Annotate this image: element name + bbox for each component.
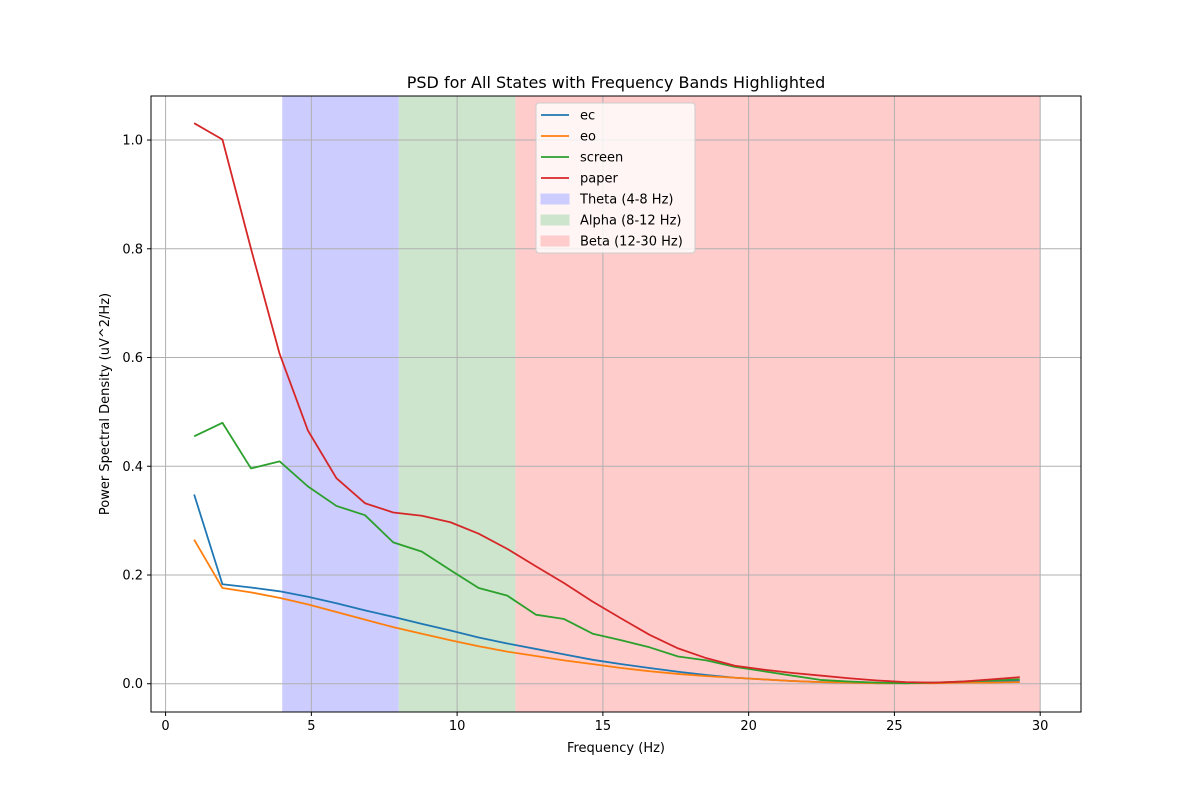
y-tick-label-0: 0.0 xyxy=(122,677,143,692)
plot-frame xyxy=(150,95,1082,713)
legend-label-band-1: Theta (4-8 Hz) xyxy=(579,193,673,208)
x-tick-label-0: 0 xyxy=(161,719,169,734)
legend-swatch-band-2 xyxy=(540,214,570,226)
y-tick-label-5: 1.0 xyxy=(122,134,143,149)
x-tick-label-3: 15 xyxy=(595,719,612,734)
chart-title: PSD for All States with Frequency Bands … xyxy=(407,73,826,92)
legend-label-band-2: Alpha (8-12 Hz) xyxy=(580,214,681,229)
legend-label-screen: screen xyxy=(580,151,623,166)
legend-label-paper: paper xyxy=(580,172,618,187)
legend: ec eo screen paper Theta (4-8 Hz) Alpha (8-12… xyxy=(535,102,696,254)
band-1 xyxy=(282,96,399,712)
legend-swatch-band-1 xyxy=(540,193,570,205)
x-tick-label-2: 10 xyxy=(449,719,466,734)
y-tick-label-1: 0.2 xyxy=(122,568,143,583)
series-lines xyxy=(193,122,1020,685)
legend-label-band-3: Beta (12-30 Hz) xyxy=(580,235,683,250)
y-tick-label-4: 0.8 xyxy=(122,242,143,257)
axis-ticks: 0 5 10 15 20 25 30 0.0 0.2 0.4 0.6 0.8 1.0 xyxy=(122,134,1048,734)
series-line-paper xyxy=(193,122,1020,684)
legend-label-eo: eo xyxy=(580,130,596,145)
legend-box xyxy=(535,102,696,254)
x-tick-label-6: 30 xyxy=(1032,719,1049,734)
x-axis-label: Frequency (Hz) xyxy=(567,741,665,756)
legend-swatch-band-3 xyxy=(540,235,570,247)
y-tick-label-3: 0.6 xyxy=(122,351,143,366)
series-line-screen xyxy=(193,421,1020,685)
legend-label-ec: ec xyxy=(580,109,595,124)
x-tick-label-4: 20 xyxy=(740,719,757,734)
y-tick-label-2: 0.4 xyxy=(122,460,143,475)
y-axis-label: Power Spectral Density (uV^2/Hz) xyxy=(98,293,113,515)
x-tick-label-1: 5 xyxy=(307,719,315,734)
x-tick-label-5: 25 xyxy=(886,719,903,734)
